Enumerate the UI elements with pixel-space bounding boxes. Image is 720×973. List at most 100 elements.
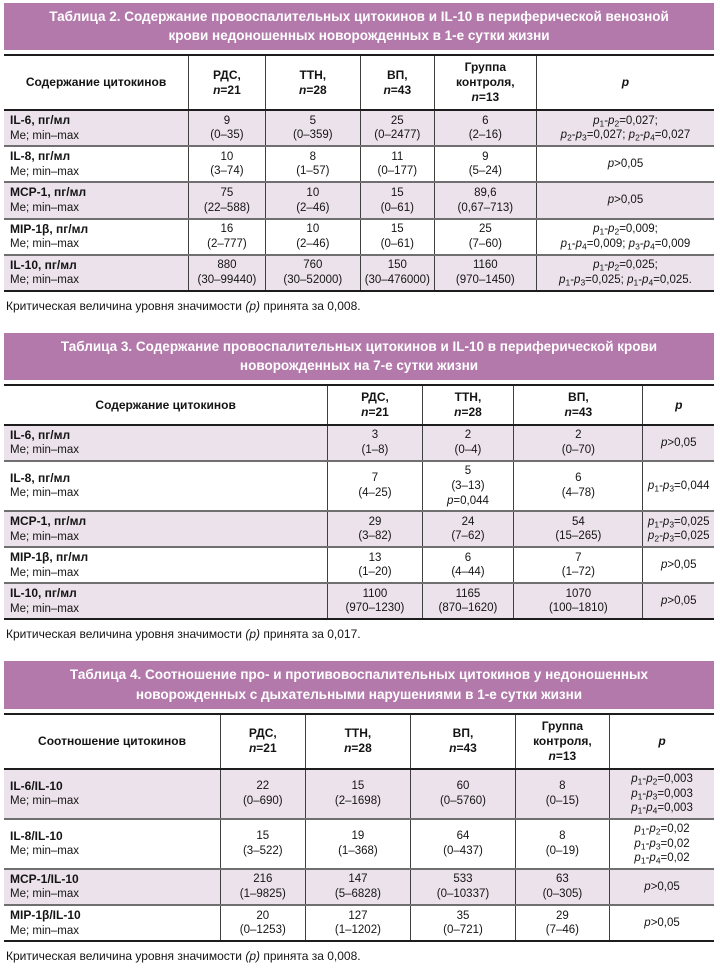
cell-line: (0–1253) xyxy=(239,924,286,937)
cell-line: (30–52000) xyxy=(283,273,343,286)
table4-footnote: Критическая величина уровня значимости (… xyxy=(6,949,361,964)
value-cell: 2 (0–70) xyxy=(513,425,643,463)
cell-line: n=13 xyxy=(548,748,577,763)
cell-line: (3–13) xyxy=(451,479,485,492)
p-value-cell: p1-p2=0,027; p2-p3=0,027; p2-p4=0,027 xyxy=(535,110,714,148)
value-cell: 127 (1–1202) xyxy=(304,905,411,943)
value-cell: 16 (2–777) xyxy=(188,218,266,256)
cell-line: p1-p4=0,003 xyxy=(631,802,693,816)
row-sublabel: Me; min–max xyxy=(10,602,80,615)
cell-line: 3 xyxy=(371,429,379,442)
value-cell: 7 (4–25) xyxy=(327,461,423,513)
cell-line: 7 xyxy=(371,472,379,485)
cell-line: Группа xyxy=(464,60,507,75)
cell-line: 24 xyxy=(461,515,475,528)
row-label-cell: IL-10, пг/мл Me; min–max xyxy=(4,583,328,621)
p-value-cell: p1-p2=0,009; p1-p4=0,009; p3-p4=0,009 xyxy=(535,218,714,256)
cell-line: p1-p2=0,02 xyxy=(634,822,690,837)
cell-line: 15 xyxy=(256,830,270,843)
table-row: IL-6/IL-10 Me; min–max 22 (0–690) 15 (2–1698)… xyxy=(4,768,714,820)
cell-line: p1-p3=0,025; p1-p4=0,025. xyxy=(559,273,692,288)
value-cell: 9 (0–35) xyxy=(188,110,266,148)
cell-line: (30–476000) xyxy=(364,273,430,286)
cell-line: p1-p2=0,027; xyxy=(593,114,658,129)
cell-line: (15–265) xyxy=(555,530,602,543)
cell-line: контроля, xyxy=(456,75,515,90)
header-row: Содержание цитокинов РДС, n=21 ТТН, n=28 ВП, n… xyxy=(4,384,714,427)
value-cell: 760 (30–52000) xyxy=(264,254,361,292)
cell-line: ВП, xyxy=(568,390,589,405)
p-value-cell: p>0,05 xyxy=(642,425,714,463)
cell-line: (3–522) xyxy=(242,845,283,858)
cell-line: 19 xyxy=(351,830,365,843)
cell-line: РДС, xyxy=(248,726,277,741)
cell-line: p>0,05 xyxy=(660,595,697,608)
cell-line: (2–46) xyxy=(296,237,330,250)
table2: Содержание цитокинов РДС, n=21 ТТН, n=28 ВП, n… xyxy=(4,54,714,292)
column-header-2: ТТН, n=28 xyxy=(264,54,361,112)
row-label: MCP-1, пг/мл xyxy=(10,185,87,200)
cell-line: 5 xyxy=(464,465,472,478)
value-cell: 1100 (970–1230) xyxy=(327,583,423,621)
cell-line: 2 xyxy=(464,429,472,442)
value-cell: 25 (0–2477) xyxy=(359,110,435,148)
p-value-cell: p>0,05 xyxy=(642,583,714,621)
table4-body: IL-6/IL-10 Me; min–max 22 (0–690) 15 (2–1698)… xyxy=(4,768,714,943)
row-label: IL-8/IL-10 xyxy=(10,828,63,843)
table3-footnote: Критическая величина уровня значимости (… xyxy=(6,627,361,642)
cell-line: (0–35) xyxy=(210,129,244,142)
cell-line: (870–1620) xyxy=(438,602,498,615)
cell-line: (0–61) xyxy=(380,201,414,214)
cell-line: n=43 xyxy=(383,82,412,97)
cell-line: 29 xyxy=(368,515,382,528)
cell-line: p1-p3=0,044 xyxy=(647,479,710,494)
cell-line: Группа xyxy=(541,718,584,733)
cell-line: 54 xyxy=(571,515,585,528)
value-cell: 35 (0–721) xyxy=(410,905,516,943)
value-cell: 15 (0–61) xyxy=(359,182,435,220)
row-sublabel: Me; min–max xyxy=(10,165,80,178)
cell-line: (0–10337) xyxy=(436,888,490,901)
cell-line: (0–721) xyxy=(443,924,483,937)
row-label-cell: IL-6, пг/мл Me; min–max xyxy=(4,110,189,148)
value-cell: 6 (4–78) xyxy=(513,461,643,513)
cell-line: 11 xyxy=(391,150,404,163)
cell-line: (4–44) xyxy=(451,566,485,579)
cell-line: (0,67–713) xyxy=(457,201,514,214)
row-label: IL-6/IL-10 xyxy=(10,778,63,793)
value-cell: 1070 (100–1810) xyxy=(513,583,643,621)
cell-line: p1-p4=0,02 xyxy=(634,852,690,866)
row-label-cell: MIP-1β, пг/мл Me; min–max xyxy=(4,218,189,256)
cell-line: (970–1450) xyxy=(455,273,515,286)
cell-line: n=43 xyxy=(564,405,593,420)
value-cell: 2 (0–4) xyxy=(421,425,514,463)
cell-line: n=13 xyxy=(471,90,500,105)
table3-section: Таблица 3. Содержание провоспалительных … xyxy=(4,332,714,642)
cell-line: n=21 xyxy=(213,82,241,97)
cell-line: n=21 xyxy=(361,405,389,420)
value-cell: 54 (15–265) xyxy=(513,511,643,549)
cell-line: (970–1230) xyxy=(345,602,405,615)
value-cell: 8 (1–57) xyxy=(264,146,361,184)
cell-line: контроля, xyxy=(533,733,592,748)
value-cell: 75 (22–588) xyxy=(188,182,266,220)
value-cell: 20 (0–1253) xyxy=(220,905,306,943)
table-row: MCP-1/IL-10 Me; min–max 216 (1–9825) 147 (5–6… xyxy=(4,869,714,907)
row-label: IL-8, пг/мл xyxy=(10,149,71,164)
row-label: MCP-1/IL-10 xyxy=(10,872,79,887)
value-cell: 5 (0–359) xyxy=(264,110,361,148)
cell-line: (7–60) xyxy=(468,237,502,250)
table3-title: Таблица 3. Содержание провоспалительных … xyxy=(4,332,714,381)
table3: Содержание цитокинов РДС, n=21 ТТН, n=28 ВП, n… xyxy=(4,384,714,621)
p-value-cell: p>0,05 xyxy=(609,905,714,943)
value-cell: 10 (2–46) xyxy=(264,182,361,220)
cell-line: 75 xyxy=(220,186,234,199)
cell-line: (0–4) xyxy=(454,444,482,457)
value-cell: 64 (0–437) xyxy=(410,818,516,871)
column-header-2: ТТН, n=28 xyxy=(421,384,514,427)
value-cell: 22 (0–690) xyxy=(220,768,306,820)
cell-line: (1–20) xyxy=(358,566,392,579)
row-label-cell: IL-10, пг/мл Me; min–max xyxy=(4,254,189,292)
column-header-1: РДС, n=21 xyxy=(188,54,266,112)
